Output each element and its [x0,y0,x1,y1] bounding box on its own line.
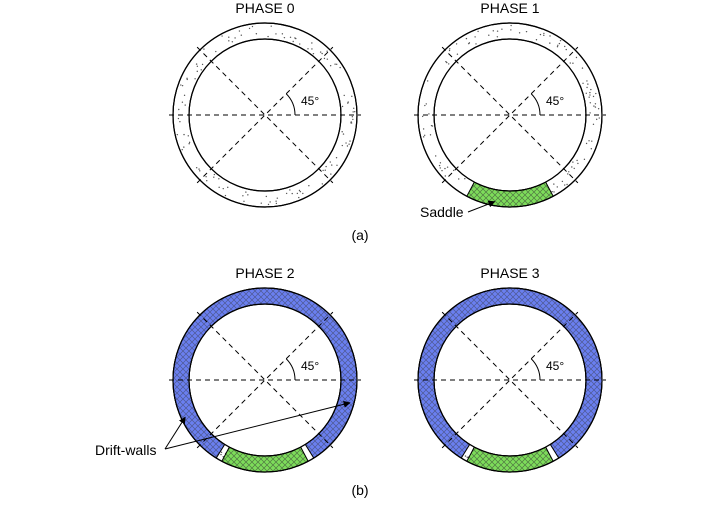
angle-label: 45° [301,94,319,108]
phase-title: PHASE 2 [235,265,294,281]
angle-label: 45° [301,359,319,373]
phase-title: PHASE 0 [235,0,294,16]
panel-label-b: (b) [351,482,368,498]
phase-title: PHASE 1 [480,0,539,16]
angle-label: 45° [546,359,564,373]
drift-label: Drift-walls [95,442,156,458]
saddle-label: Saddle [420,204,464,220]
angle-label: 45° [546,94,564,108]
phase-title: PHASE 3 [480,265,539,281]
panel-label-a: (a) [351,227,368,243]
saddle-leader [468,202,495,212]
